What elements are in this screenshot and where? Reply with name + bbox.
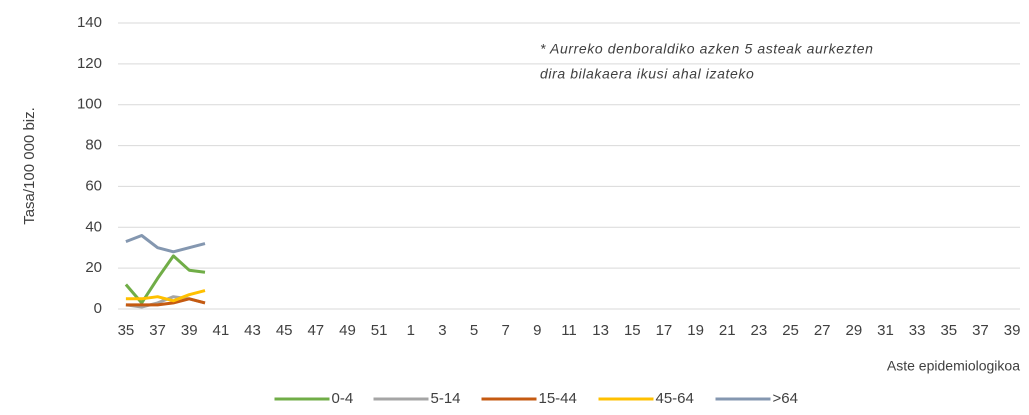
y-tick-label: 60: [85, 177, 102, 194]
x-tick-label: 37: [149, 322, 166, 339]
y-tick-label: 140: [77, 14, 102, 31]
x-tick-label: 51: [371, 322, 388, 339]
y-tick-label: 40: [85, 218, 102, 235]
y-tick-label: 100: [77, 96, 102, 113]
x-tick-label: 15: [624, 322, 641, 339]
x-tick-label: 9: [533, 322, 541, 339]
legend-label: 0-4: [332, 390, 354, 407]
line-series: [125, 289, 206, 303]
y-tick-label: 80: [85, 137, 102, 154]
legend-label: 15-44: [539, 390, 577, 407]
x-tick-label: 39: [1004, 322, 1021, 339]
x-tick-label: 31: [877, 322, 894, 339]
x-tick-label: 3: [438, 322, 446, 339]
x-tick-label: 47: [307, 322, 324, 339]
line-series: [124, 254, 206, 305]
x-tick-label: 41: [213, 322, 230, 339]
y-tick-label: 120: [77, 55, 102, 72]
x-tick-label: 49: [339, 322, 356, 339]
x-tick-label: 25: [782, 322, 799, 339]
x-tick-label: 19: [687, 322, 704, 339]
x-tick-label: 45: [276, 322, 293, 339]
x-tick-label: 35: [940, 322, 957, 339]
x-tick-label: 21: [719, 322, 736, 339]
x-tick-label: 29: [845, 322, 862, 339]
x-tick-label: 1: [407, 322, 415, 339]
x-tick-label: 13: [592, 322, 609, 339]
legend-label: >64: [773, 390, 798, 407]
x-tick-label: 39: [181, 322, 198, 339]
line-series: [125, 234, 206, 254]
x-tick-label: 43: [244, 322, 261, 339]
y-tick-label: 20: [85, 259, 102, 276]
annotation: dira bilakaera ikusi ahal izateko: [540, 66, 754, 82]
x-axis-label: Aste epidemiologikoa: [887, 358, 1020, 374]
x-tick-label: 7: [502, 322, 510, 339]
x-tick-label: 23: [751, 322, 768, 339]
legend-label: 5-14: [431, 390, 461, 407]
x-tick-label: 33: [909, 322, 926, 339]
x-tick-label: 5: [470, 322, 478, 339]
line-series: [125, 297, 206, 307]
annotation: * Aurreko denboraldiko azken 5 asteak au…: [540, 41, 874, 57]
x-tick-label: 17: [656, 322, 673, 339]
legend-label: 45-64: [656, 390, 694, 407]
y-axis-label: Tasa/100 000 biz.: [21, 107, 38, 225]
x-tick-label: 11: [561, 322, 577, 339]
y-tick-label: 0: [94, 300, 102, 317]
x-tick-label: 35: [118, 322, 135, 339]
x-tick-label: 37: [972, 322, 989, 339]
x-tick-label: 27: [814, 322, 831, 339]
